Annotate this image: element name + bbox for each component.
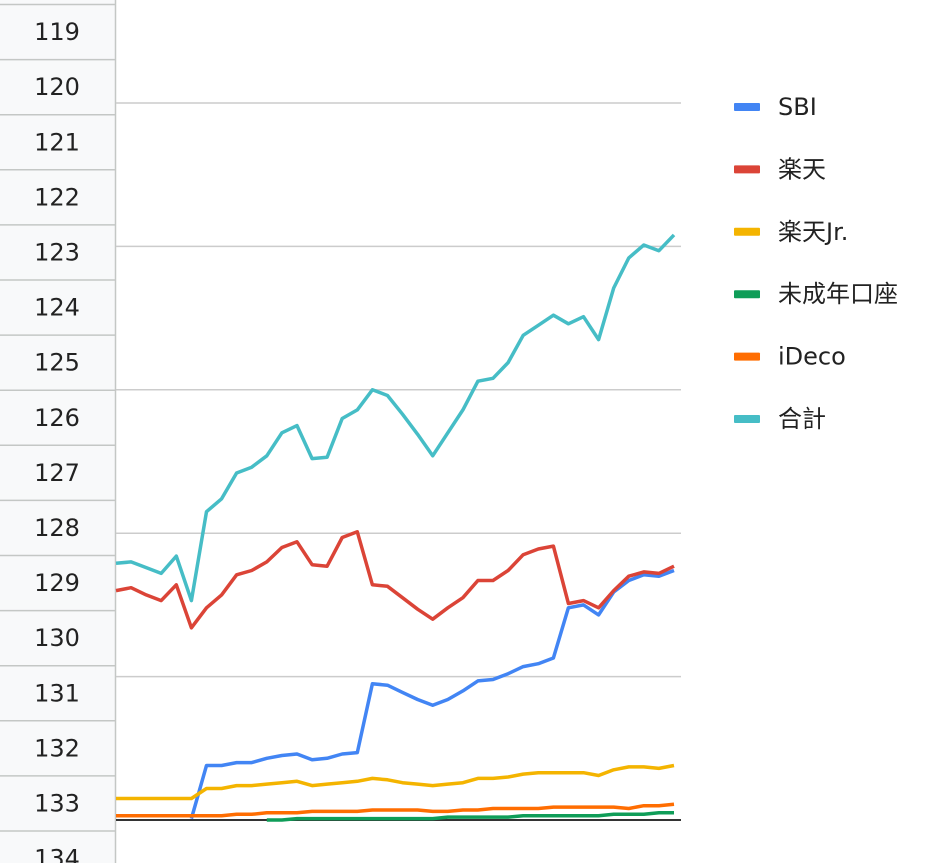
row-number[interactable]: 120: [34, 73, 80, 101]
series-line: [115, 233, 676, 603]
row-number[interactable]: 133: [34, 789, 80, 817]
row-number[interactable]: 131: [34, 679, 80, 707]
row-number[interactable]: 121: [34, 128, 80, 156]
row-number[interactable]: 134: [34, 845, 80, 863]
legend-swatch: [734, 227, 760, 236]
legend-label[interactable]: 合計: [778, 405, 826, 433]
row-number[interactable]: 119: [34, 18, 80, 46]
series-line: [116, 802, 675, 818]
row-number[interactable]: 124: [34, 294, 80, 322]
row-number[interactable]: 128: [34, 514, 80, 542]
legend-swatch: [734, 103, 760, 111]
series-line: [189, 568, 675, 820]
legend-swatch: [734, 352, 760, 361]
series-line: [115, 530, 675, 630]
row-header-column: [0, 0, 115, 863]
row-number[interactable]: 125: [34, 349, 80, 377]
legend-swatch: [734, 415, 760, 423]
row-number[interactable]: 122: [34, 183, 80, 211]
legend-swatch: [734, 165, 760, 174]
legend-label[interactable]: 未成年口座: [778, 280, 898, 308]
legend-label[interactable]: 楽天Jr.: [778, 218, 848, 246]
legend-label[interactable]: iDeco: [778, 343, 846, 371]
row-number[interactable]: 130: [34, 624, 80, 652]
series-line: [266, 811, 674, 822]
row-number[interactable]: 132: [34, 734, 80, 762]
legend-swatch: [734, 290, 760, 299]
row-number[interactable]: 127: [34, 459, 80, 487]
legend-label[interactable]: 楽天: [778, 155, 826, 183]
row-number[interactable]: 129: [34, 569, 80, 597]
series-line: [116, 763, 675, 801]
legend-label[interactable]: SBI: [778, 93, 817, 121]
row-number[interactable]: 126: [34, 404, 80, 432]
row-number[interactable]: 123: [34, 238, 80, 266]
